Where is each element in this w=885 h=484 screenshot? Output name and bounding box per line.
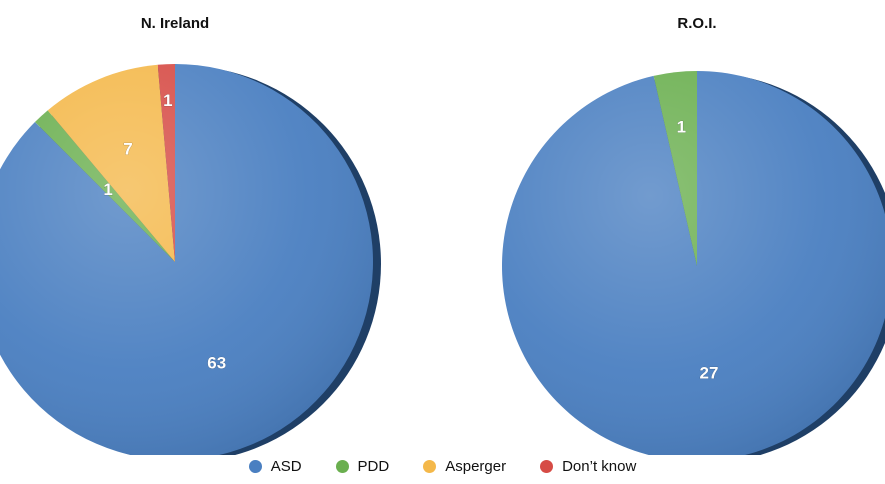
legend-label-asperger: Asperger	[445, 458, 507, 475]
data-label-don-t-know: 1	[163, 91, 172, 110]
legend-swatch-asd	[248, 460, 262, 473]
legend-item-pdd: PDD	[335, 458, 390, 475]
legend: ASD PDD Asperger Don’t know	[0, 458, 885, 475]
legend-label-dont-know: Don’t know	[562, 458, 637, 475]
pie-chart-n-ireland: N. Ireland 63 1 7 1	[0, 15, 381, 455]
legend-swatch-asperger	[423, 460, 437, 473]
pie-gloss	[502, 71, 885, 455]
pie-chart-roi: R.O.I. 27 1	[502, 15, 885, 455]
pie-gloss	[0, 64, 373, 455]
chart-title-n-ireland: N. Ireland	[141, 15, 209, 32]
legend-label-pdd: PDD	[357, 458, 390, 475]
data-label-pdd: 1	[103, 180, 112, 199]
chart-title-roi: R.O.I.	[677, 15, 716, 32]
legend-label-asd: ASD	[270, 458, 302, 475]
legend-swatch-pdd	[335, 460, 349, 473]
pie-charts: N. Ireland 63 1 7 1 R.O.I. 27 1	[0, 15, 885, 455]
data-label-pdd: 1	[677, 118, 686, 137]
data-label-asd: 27	[700, 364, 719, 383]
legend-item-asperger: Asperger	[423, 458, 506, 475]
legend-item-dont-know: Don’t know	[540, 458, 636, 475]
data-label-asperger: 7	[123, 140, 132, 159]
legend-swatch-dont-know	[540, 460, 554, 473]
legend-item-asd: ASD	[248, 458, 302, 475]
data-label-asd: 63	[207, 354, 226, 373]
